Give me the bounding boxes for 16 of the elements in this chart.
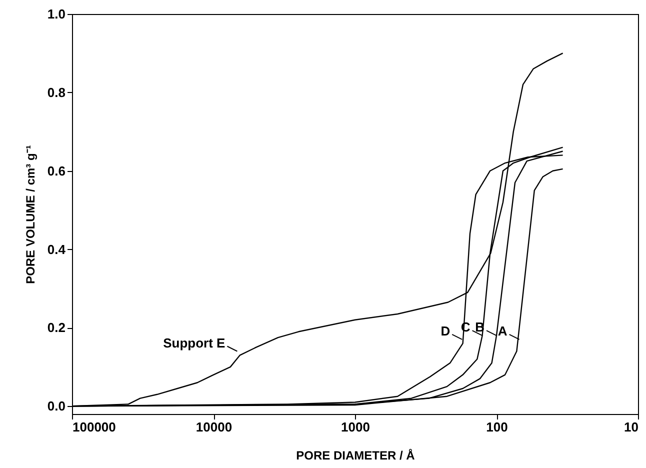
x-tick-label: 100000 <box>72 420 116 434</box>
annotation: A <box>498 323 508 338</box>
y-tick-label: 0.2 <box>47 320 66 336</box>
y-tick-label: 1.0 <box>47 6 66 22</box>
y-tick-label: 0.0 <box>47 398 66 414</box>
x-tick-label: 10 <box>624 420 638 434</box>
y-axis-title: PORE VOLUME / cm³ g⁻¹ <box>23 145 38 284</box>
y-tick-label: 0.6 <box>47 163 66 178</box>
x-axis-title: PORE DIAMETER / Å <box>296 448 416 462</box>
x-tick-label: 1000 <box>341 420 370 434</box>
x-tick-label: 100 <box>486 420 508 434</box>
x-tick-label: 10000 <box>196 420 232 434</box>
y-tick-label: 0.4 <box>47 242 66 257</box>
annotation: D <box>440 323 450 338</box>
y-tick-label: 0.8 <box>47 84 66 100</box>
annotation: Support E <box>163 335 226 350</box>
